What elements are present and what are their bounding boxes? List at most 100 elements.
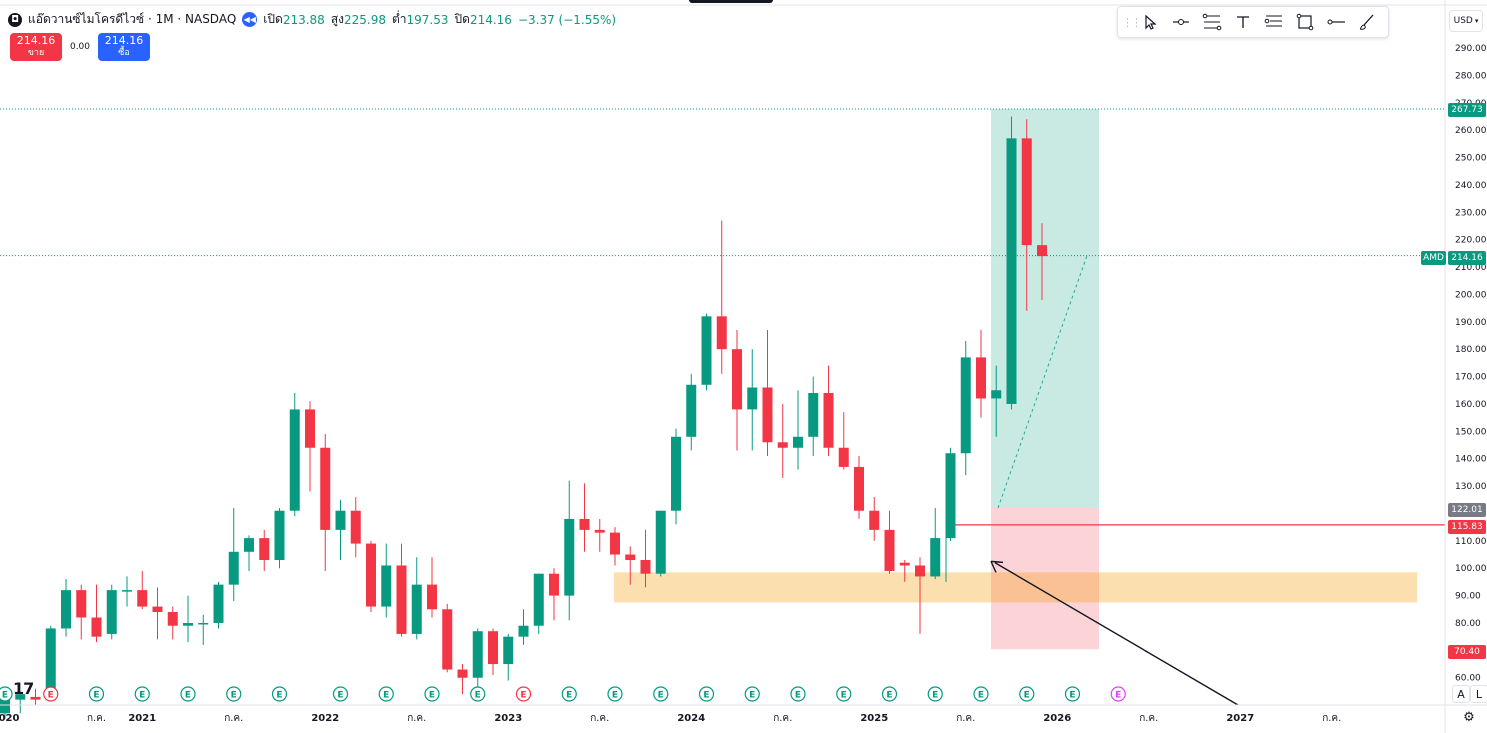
- sell-label: ขาย: [27, 48, 45, 58]
- candle-body: [488, 631, 498, 665]
- candle-body: [564, 518, 575, 596]
- time-tick-label: 2026: [1043, 713, 1071, 724]
- candle-body: [503, 636, 514, 665]
- amd-logo-icon: ◘: [8, 12, 22, 27]
- candle-body: [1037, 245, 1047, 257]
- candle-body: [305, 409, 315, 448]
- ray-icon[interactable]: [1320, 8, 1351, 36]
- earnings-e-glyph: E: [612, 691, 618, 701]
- candle-body: [625, 554, 636, 561]
- earnings-event-icon: [226, 686, 242, 702]
- candle-body: [716, 316, 727, 350]
- candle-body: [457, 669, 468, 678]
- earnings-event-icon: [836, 686, 852, 702]
- arrow-head: [990, 560, 1004, 573]
- close-label: ปิด: [454, 12, 470, 26]
- price-tick-label: 150.00: [1455, 427, 1487, 437]
- change-value: −3.37 (−1.55%): [517, 12, 617, 27]
- log-scale-button[interactable]: L: [1470, 685, 1487, 703]
- candle-body: [549, 573, 559, 596]
- rewind-icon[interactable]: ◀◀: [242, 12, 258, 27]
- sell-price: 214.16: [16, 34, 56, 47]
- candle-body: [0, 699, 10, 714]
- text-icon[interactable]: [1227, 8, 1258, 36]
- trade-buttons: 214.16 ขาย 0.00 214.16 ซื้อ: [10, 33, 150, 61]
- currency-selector[interactable]: USD ▾: [1449, 10, 1483, 32]
- earnings-event-icon: [88, 686, 105, 702]
- price-tick-label: 160.00: [1455, 400, 1487, 410]
- candle-body: [960, 357, 971, 454]
- candle-body: [472, 631, 483, 678]
- candle-body: [732, 349, 742, 410]
- drawing-toolbar: ⋮⋮: [1117, 6, 1389, 38]
- symbol-title[interactable]: แอ๊ดวานซ์ไมโครดีไวซ์ · 1M · NASDAQ: [28, 12, 237, 26]
- cursor-icon[interactable]: [1134, 8, 1165, 36]
- earnings-event-icon: [927, 686, 943, 702]
- earnings-e-glyph: E: [1115, 691, 1121, 701]
- time-tick-label: 2025: [860, 713, 888, 724]
- candle-body: [808, 392, 819, 437]
- sell-button[interactable]: 214.16 ขาย: [10, 33, 62, 61]
- candle-body: [747, 387, 758, 410]
- earnings-event-icon: [1110, 686, 1126, 702]
- candle-body: [91, 617, 102, 637]
- candle-body: [945, 453, 956, 539]
- candle-body: [976, 357, 986, 399]
- candle-body: [793, 436, 803, 448]
- price-tick-label: 130.00: [1455, 482, 1487, 492]
- earnings-event-icon: [698, 686, 715, 702]
- buy-label: ซื้อ: [118, 48, 130, 58]
- time-tick-label: ก.ค.: [773, 713, 792, 724]
- drag-handle-icon[interactable]: ⋮⋮: [1122, 15, 1142, 29]
- stop-price-tag: 70.40: [1448, 645, 1486, 659]
- drawings-layer: [0, 108, 1445, 650]
- candle-body: [610, 532, 620, 555]
- rectangle-icon[interactable]: [1289, 8, 1320, 36]
- earnings-e-glyph: E: [1024, 691, 1030, 701]
- tradingview-logo-icon[interactable]: 17: [13, 679, 34, 698]
- candle-body: [381, 565, 392, 607]
- time-tick-label: ก.ค.: [1322, 713, 1341, 724]
- candle-body: [991, 390, 1002, 399]
- price-tick-label: 110.00: [1455, 537, 1487, 547]
- candle-body: [762, 387, 773, 443]
- arrow-line: [994, 562, 1239, 706]
- price-tick-label: 250.00: [1455, 154, 1487, 164]
- earnings-event-icon: [744, 686, 760, 702]
- fib-retracement-icon[interactable]: [1258, 8, 1289, 36]
- earnings-e-glyph: E: [886, 691, 892, 701]
- earnings-event-icon: [653, 686, 669, 702]
- projection-line: [997, 255, 1088, 509]
- time-tick-label: 2027: [1226, 713, 1254, 724]
- buy-price: 214.16: [104, 34, 144, 47]
- low-label: ต่ำ: [392, 12, 407, 26]
- top-tab-handle[interactable]: [689, 0, 773, 3]
- horizontal-line-icon[interactable]: [1165, 8, 1196, 36]
- earnings-e-glyph: E: [48, 691, 54, 701]
- earnings-event-icon: [332, 686, 349, 702]
- earnings-e-glyph: E: [139, 691, 145, 701]
- earnings-e-glyph: E: [520, 691, 526, 701]
- buy-button[interactable]: 214.16 ซื้อ: [98, 33, 150, 61]
- settings-gear-icon[interactable]: ⚙: [1461, 709, 1477, 725]
- candle-body: [884, 529, 895, 571]
- time-tick-label: 2024: [677, 713, 705, 724]
- candle-body: [106, 590, 117, 634]
- candle-body: [579, 518, 590, 530]
- time-tick-label: ก.ค.: [956, 713, 975, 724]
- high-value: 225.98: [344, 12, 386, 27]
- candle-body: [122, 590, 132, 592]
- earnings-e-glyph: E: [383, 691, 389, 701]
- earnings-event-icon: [1019, 686, 1035, 702]
- earnings-e-glyph: E: [185, 691, 191, 701]
- earnings-e-glyph: E: [841, 691, 847, 701]
- earnings-e-glyph: E: [1069, 691, 1075, 701]
- auto-scale-button[interactable]: A: [1452, 685, 1470, 703]
- candle-body: [915, 565, 925, 577]
- brush-icon[interactable]: [1351, 8, 1382, 36]
- candle-body: [1006, 138, 1017, 404]
- candle-body: [442, 609, 453, 670]
- parallel-channel-icon[interactable]: [1196, 8, 1227, 36]
- currency-label: USD: [1453, 16, 1473, 26]
